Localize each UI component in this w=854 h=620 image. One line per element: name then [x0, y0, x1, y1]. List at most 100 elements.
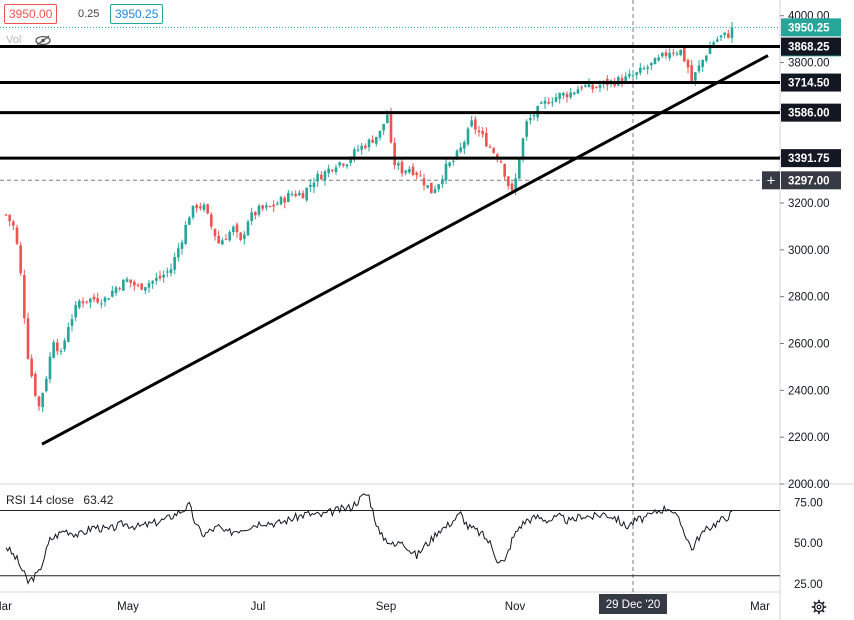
candle-body [4, 214, 8, 216]
candle-body [514, 178, 517, 193]
candle-body [620, 78, 624, 84]
candle-body [59, 350, 63, 353]
crosshair-date-label: 29 Dec '20 [606, 599, 661, 611]
candle-body [488, 146, 492, 148]
price-axis-marker-bg [781, 73, 841, 92]
rsi-axis-label: 25.00 [794, 579, 823, 591]
candle-body [444, 163, 448, 181]
candle-body [353, 149, 356, 158]
candle-body [573, 92, 576, 95]
candle-body [67, 326, 70, 342]
candle-body [386, 114, 389, 124]
candle-body [122, 279, 125, 291]
candle-body [510, 183, 514, 191]
candle-body [694, 72, 697, 81]
candle-body [723, 32, 726, 35]
gear-icon [811, 599, 827, 615]
candle-body [646, 67, 649, 69]
candle-body [422, 178, 426, 186]
candle-body [23, 275, 26, 318]
candle-body [470, 120, 473, 127]
crosshair-date-bg [599, 594, 667, 614]
candle-body [650, 62, 653, 66]
candle-body [111, 290, 114, 297]
candle-body [540, 102, 543, 104]
candle-body [235, 224, 239, 233]
candle-body [716, 39, 719, 42]
candle-body [426, 185, 429, 188]
candle-body [41, 392, 44, 407]
candle-body [180, 242, 184, 249]
candle-body [653, 58, 657, 65]
candle-body [210, 214, 213, 227]
candle-body [283, 197, 286, 203]
rsi-axis-label: 50.00 [794, 538, 823, 550]
candle-body [430, 182, 433, 194]
candle-body [690, 65, 693, 82]
candle-body [52, 342, 55, 358]
candle-body [562, 92, 565, 96]
eye-hidden-icon[interactable] [34, 35, 52, 46]
price-axis-label: 2000.00 [788, 479, 830, 491]
candle-body [276, 203, 279, 205]
candle-body [85, 301, 88, 303]
candle-body [100, 303, 103, 305]
price-axis-marker-label: 3868.25 [788, 42, 830, 54]
candle-body [191, 205, 195, 218]
candle-body [166, 271, 169, 273]
candle-body [217, 235, 220, 244]
settings-gear-button[interactable] [809, 597, 829, 617]
plus-icon: + [767, 172, 776, 189]
time-axis-label: Mar [750, 601, 770, 613]
candle-body [730, 27, 734, 38]
candle-body [525, 121, 528, 137]
candle-body [129, 279, 132, 283]
candle-body [452, 160, 455, 162]
candle-body [382, 123, 385, 131]
candle-body [639, 67, 642, 73]
ask-price-box[interactable]: 3950.25 [110, 4, 164, 24]
candle-body [547, 102, 550, 104]
time-axis-label: May [117, 601, 139, 613]
candle-body [485, 132, 488, 147]
candle-body [188, 217, 191, 225]
candle-body [114, 287, 118, 293]
rsi-params: 14 close [29, 493, 75, 507]
rsi-series-line [5, 493, 733, 585]
candle-body [474, 119, 477, 130]
candle-body [477, 130, 481, 133]
bid-price-box[interactable]: 3950.00 [4, 4, 58, 24]
candle-body [518, 158, 521, 179]
candle-body [591, 84, 594, 90]
candle-body [595, 87, 598, 89]
candle-body [118, 288, 121, 290]
candle-body [89, 298, 92, 303]
candle-body [499, 161, 503, 163]
candle-body [360, 145, 363, 150]
candle-body [206, 204, 209, 214]
candle-body [624, 76, 627, 82]
price-axis-marker-bg [781, 18, 841, 37]
candle-body [243, 234, 246, 239]
candle-body [378, 130, 382, 138]
price-axis-label: 3200.00 [788, 198, 830, 210]
candle-body [45, 378, 48, 392]
volume-legend-label: Vol [6, 34, 22, 46]
candle-body [459, 147, 462, 152]
candle-body [81, 301, 85, 304]
price-axis-label: 2600.00 [788, 339, 830, 351]
candle-body [727, 33, 730, 38]
candle-body [371, 139, 374, 143]
crosshair-plus-button-bg [762, 171, 780, 190]
candle-body [675, 53, 679, 55]
price-axis-marker-bg [781, 171, 841, 190]
candle-body [345, 164, 349, 167]
candle-body [195, 205, 198, 209]
candle-body [642, 68, 646, 70]
candle-body [598, 85, 602, 88]
rsi-legend: RSI 14 close 63.42 [6, 493, 113, 507]
candle-body [37, 396, 41, 407]
candle-body [635, 72, 638, 76]
price-axis-marker-label: 3391.75 [788, 153, 830, 165]
